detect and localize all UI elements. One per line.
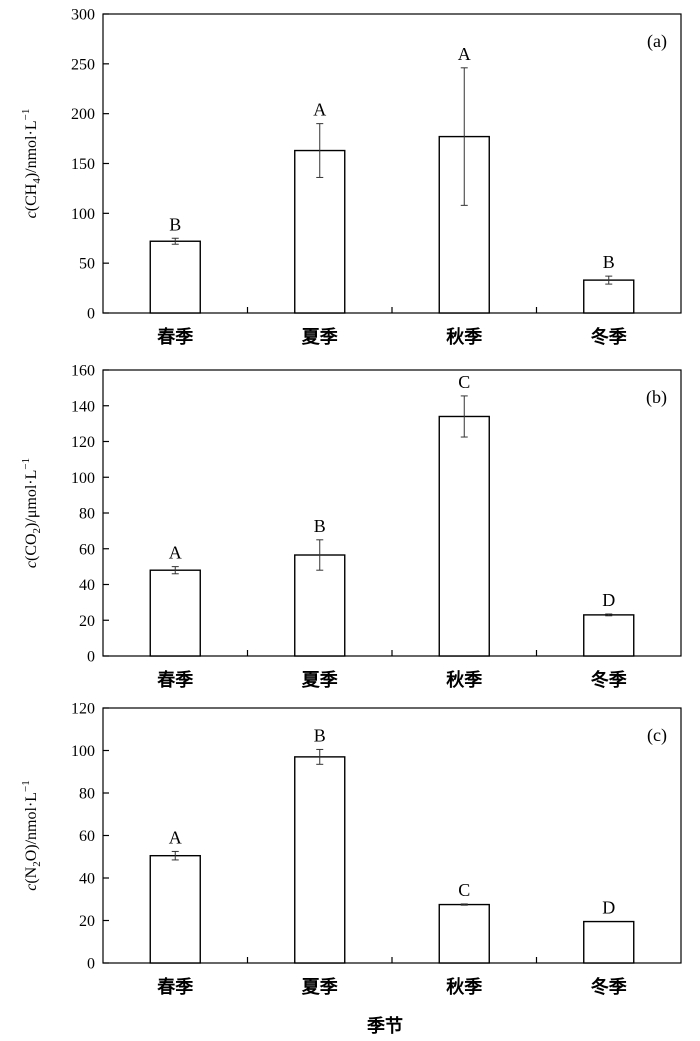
- category-label: 秋季: [446, 669, 482, 690]
- chart-panel-1: 0 50 100 150 200 250 300 B 春季 A 夏季 A 秋季 B 冬季 (a) c(CH4)/…: [20, 7, 682, 347]
- y-tick-label: 20: [79, 613, 95, 630]
- significance-label: A: [458, 44, 471, 64]
- y-axis-label-prefix: c: [23, 561, 40, 568]
- panel-tag: (a): [647, 31, 667, 52]
- bar-1: [149, 569, 201, 657]
- bar-2: [294, 756, 346, 964]
- y-axis-label-sub: 4: [31, 178, 43, 184]
- y-tick-label: 160: [71, 363, 95, 380]
- bar-4: [583, 279, 635, 314]
- category-label: 夏季: [302, 327, 338, 347]
- y-axis-label-prefix: c: [23, 884, 40, 891]
- category-label: 冬季: [591, 976, 627, 997]
- category-label: 夏季: [302, 977, 338, 997]
- significance-label: A: [313, 100, 326, 120]
- y-tick-label: 120: [71, 434, 95, 451]
- y-tick-label: 40: [79, 577, 95, 594]
- significance-label: C: [458, 372, 470, 392]
- significance-label: D: [602, 590, 615, 610]
- x-axis-label: 季节: [367, 1016, 403, 1036]
- category-label: 冬季: [591, 669, 627, 690]
- category-label: 秋季: [446, 326, 482, 347]
- significance-label: D: [602, 898, 615, 918]
- panels: 050100150200250300B春季A夏季A秋季B冬季(a)c(CH4)/…: [20, 7, 682, 997]
- y-axis-label-close: )/μmol·L: [23, 470, 40, 528]
- category-label: 春季: [157, 326, 193, 347]
- significance-label: B: [169, 214, 181, 234]
- y-tick-label: 0: [87, 956, 95, 973]
- significance-label: B: [314, 516, 326, 536]
- y-tick-label: 100: [71, 206, 95, 223]
- y-tick-label: 150: [71, 156, 95, 173]
- category-label: 秋季: [446, 976, 482, 997]
- y-tick-label: 250: [71, 56, 95, 73]
- y-axis-label-sub: 2: [31, 528, 43, 534]
- y-tick-label: 200: [71, 106, 95, 123]
- panel-tag: (c): [647, 725, 667, 746]
- chart-panel-2: 0 20 40 60 80 100 120 140 160 A 春季 B 夏季 C 秋季 D 冬季 (b) c(CO…: [20, 363, 682, 690]
- y-axis-label-sub: 2: [31, 861, 43, 867]
- y-tick-label: 0: [87, 649, 95, 666]
- significance-label: A: [169, 827, 182, 847]
- y-tick-label: 120: [71, 701, 95, 718]
- category-label: 冬季: [591, 326, 627, 347]
- y-axis-label: c(N2O)/nmol·L−1: [20, 780, 43, 891]
- y-axis-label: c(CH4)/nmol·L−1: [20, 109, 43, 219]
- bar-4: [583, 614, 635, 657]
- y-tick-label: 100: [71, 470, 95, 487]
- y-tick-label: 50: [79, 256, 95, 273]
- y-axis-label-open: (CO: [23, 533, 40, 561]
- significance-label: C: [458, 880, 470, 900]
- bar-2: [294, 554, 346, 657]
- y-axis-label-close: )/nmol·L: [23, 120, 40, 178]
- y-axis-label-open: (N: [23, 866, 40, 883]
- y-axis-label-open: (CH: [23, 183, 40, 211]
- bar-3: [438, 415, 490, 657]
- y-tick-label: 80: [79, 786, 95, 803]
- y-tick-label: 60: [79, 828, 95, 845]
- category-label: 春季: [157, 669, 193, 690]
- chart-panel-3: 0 20 40 60 80 100 120 A 春季 B 夏季 C 秋季 D 冬季 (c) c(N2O)/nmo…: [20, 701, 682, 997]
- bar-4: [583, 920, 635, 964]
- y-tick-label: 100: [71, 743, 95, 760]
- y-tick-label: 40: [79, 871, 95, 888]
- y-tick-label: 80: [79, 506, 95, 523]
- y-axis-label-close: O)/nmol·L: [23, 792, 40, 861]
- significance-label: B: [314, 725, 326, 745]
- significance-label: A: [169, 543, 182, 563]
- y-axis-label-sup: −1: [20, 780, 32, 792]
- significance-label: B: [603, 252, 615, 272]
- y-axis-label-prefix: c: [23, 211, 40, 218]
- bar-1: [149, 854, 201, 964]
- bar-3: [438, 903, 490, 964]
- bar-1: [149, 240, 201, 314]
- y-tick-label: 60: [79, 541, 95, 558]
- y-tick-label: 300: [71, 7, 95, 24]
- category-label: 夏季: [302, 670, 338, 690]
- y-tick-label: 0: [87, 306, 95, 323]
- y-axis-label-sup: −1: [20, 109, 32, 121]
- panel-tag: (b): [646, 387, 667, 408]
- y-tick-label: 140: [71, 398, 95, 415]
- y-axis-label-sup: −1: [20, 458, 32, 470]
- category-label: 春季: [157, 976, 193, 997]
- y-axis-label: c(CO2)/μmol·L−1: [20, 458, 43, 568]
- y-tick-label: 20: [79, 913, 95, 930]
